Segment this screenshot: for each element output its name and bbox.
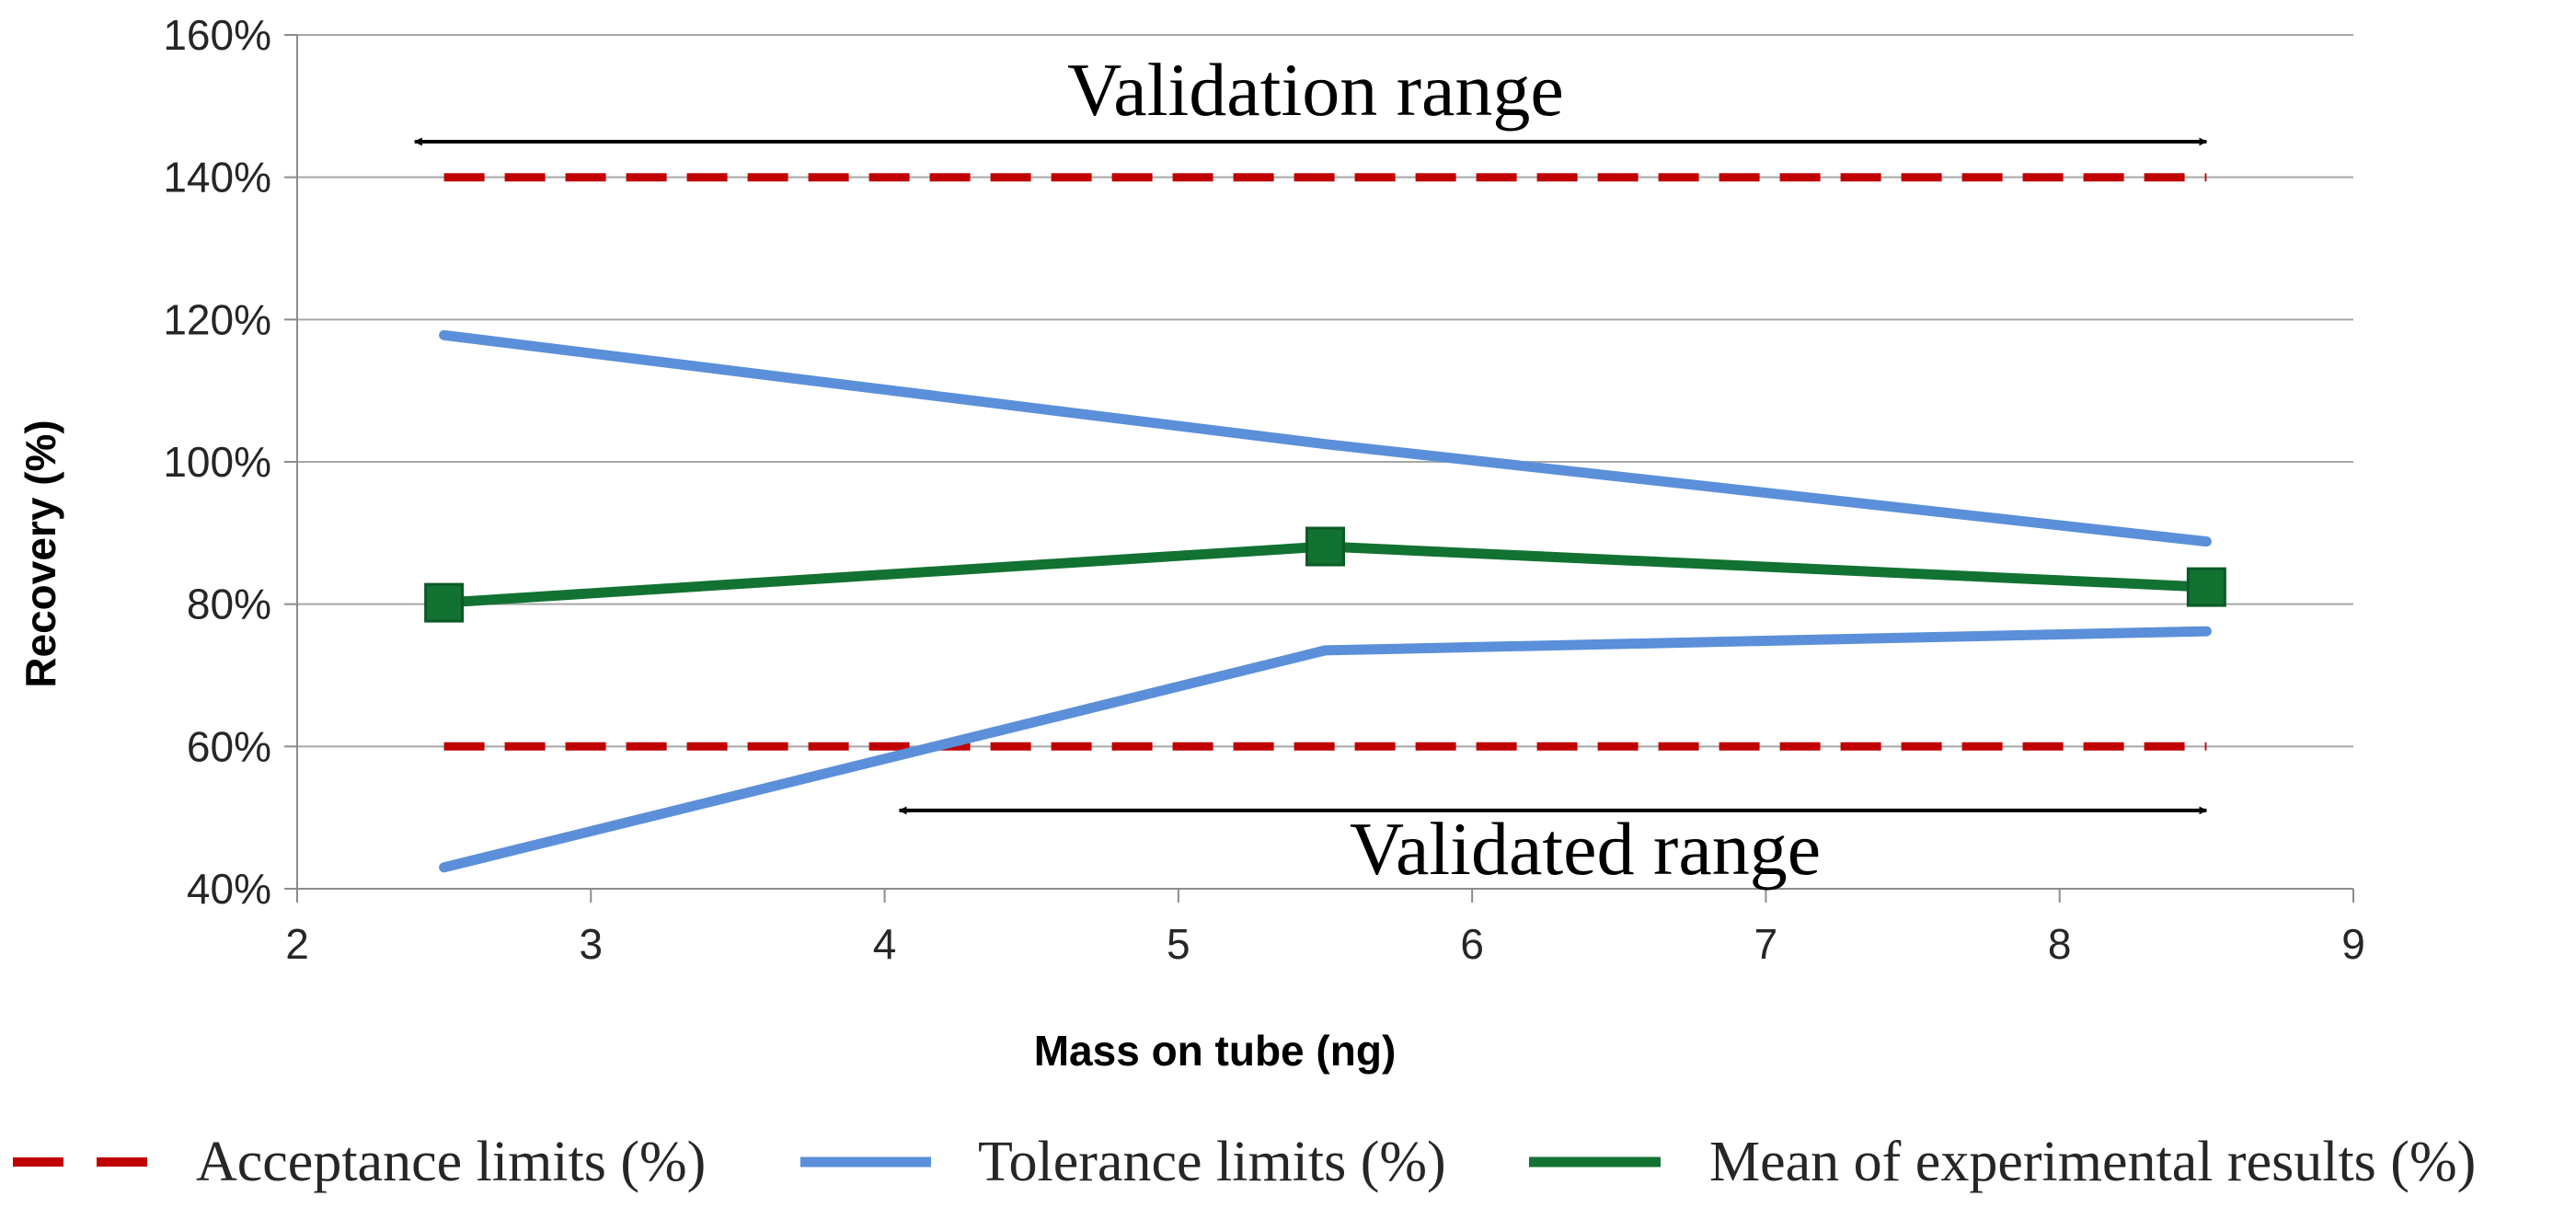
annotation-arrow-layer bbox=[413, 137, 2208, 815]
tolerance-limits-lower-line bbox=[439, 626, 2212, 873]
x-tick-label: 2 bbox=[285, 920, 309, 968]
y-tick-label: 40% bbox=[187, 865, 271, 913]
y-tick-label: 120% bbox=[163, 295, 271, 343]
annotation-validated-range: Validated range bbox=[1350, 807, 1821, 891]
mean-marker bbox=[2186, 567, 2226, 607]
x-tick-label: 9 bbox=[2341, 920, 2365, 968]
x-tick-label: 4 bbox=[873, 920, 897, 968]
y-tick-label: 140% bbox=[163, 154, 271, 201]
series-layer bbox=[424, 173, 2226, 873]
legend-label-1: Tolerance limits (%) bbox=[978, 1131, 1446, 1193]
x-tick-label: 6 bbox=[1460, 920, 1484, 968]
x-tick-label: 8 bbox=[2048, 920, 2072, 968]
legend-label-0: Acceptance limits (%) bbox=[196, 1131, 706, 1193]
y-tick-label: 60% bbox=[187, 722, 271, 770]
x-axis-title: Mass on tube (ng) bbox=[1034, 1027, 1397, 1075]
x-tick-label: 7 bbox=[1754, 920, 1778, 968]
y-tick-label: 160% bbox=[163, 11, 271, 59]
y-axis-title: Recovery (%) bbox=[17, 420, 64, 687]
mean-marker bbox=[1305, 526, 1345, 567]
annotation-validation-range: Validation range bbox=[1067, 48, 1564, 132]
legend: Acceptance limits (%) Tolerance limits (%… bbox=[13, 1131, 2476, 1193]
annotation-text-layer: Validation range Validated range bbox=[1067, 48, 1821, 891]
mean-marker bbox=[424, 582, 465, 623]
legend-label-2: Mean of experimental results (%) bbox=[1709, 1131, 2476, 1193]
x-tick-label: 5 bbox=[1167, 920, 1190, 968]
tolerance-limits-upper-line bbox=[439, 329, 2212, 547]
y-tick-label: 80% bbox=[187, 581, 271, 628]
x-tick-label: 3 bbox=[579, 920, 603, 968]
y-tick-label: 100% bbox=[163, 438, 271, 486]
axis-layer: 40% 60% 80% 100% 120% 140% 160% 2 3 4 5 6 7 8 9 Mass on… bbox=[17, 11, 2365, 1075]
